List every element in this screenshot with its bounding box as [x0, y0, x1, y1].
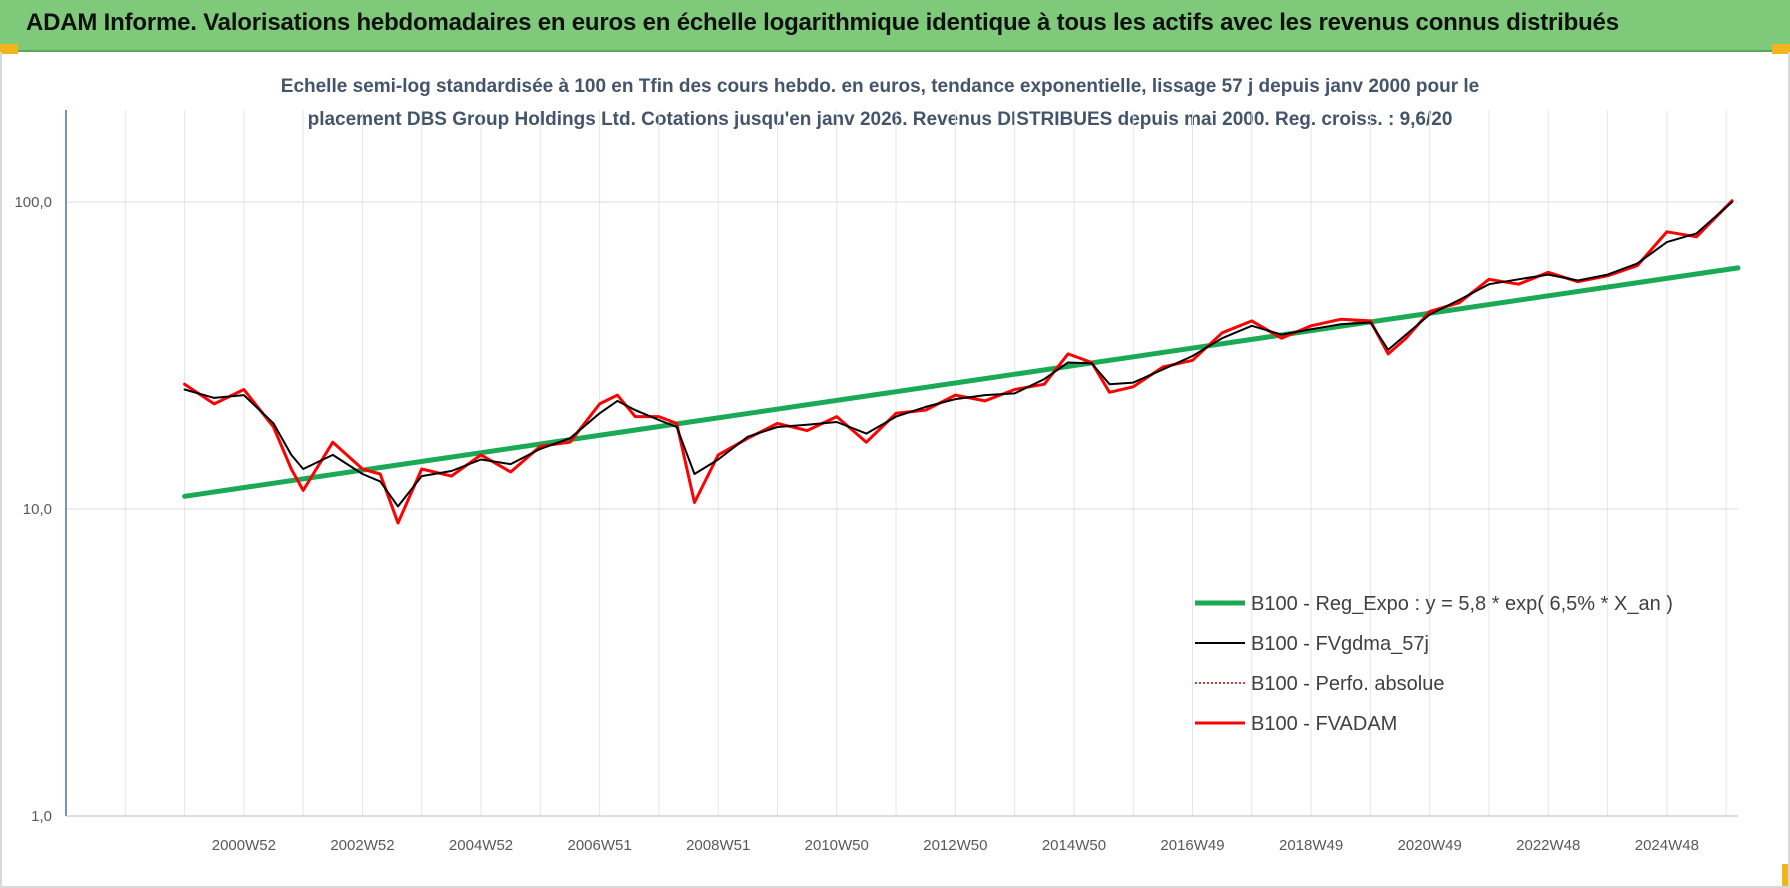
- legend-label: B100 - FVgdma_57j: [1251, 633, 1429, 655]
- x-tick-label: 2008W51: [686, 837, 750, 854]
- x-tick-label: 2024W48: [1635, 837, 1699, 854]
- chart-gridlines: [66, 110, 1738, 816]
- corner-marker-bottom-right: [1782, 864, 1790, 888]
- chart-series: [182, 199, 1741, 525]
- x-tick-label: 2016W49: [1160, 837, 1224, 854]
- x-tick-label: 2000W52: [212, 837, 276, 854]
- y-axis-ticks: 1,0 10,0 100,0: [14, 194, 52, 825]
- x-tick-label: 2010W50: [805, 837, 869, 854]
- banner-title: ADAM Informe. Valorisations hebdomadaire…: [26, 9, 1619, 36]
- chart-axes: [65, 110, 1738, 817]
- x-tick-label: 2018W49: [1279, 837, 1343, 854]
- y-tick-label: 1,0: [31, 808, 52, 825]
- x-tick-label: 2002W52: [330, 837, 394, 854]
- y-tick-label: 100,0: [14, 194, 52, 211]
- x-tick-label: 2020W49: [1398, 837, 1462, 854]
- chart-title-line-1: Echelle semi-log standardisée à 100 en T…: [280, 76, 1480, 97]
- x-tick-label: 2004W52: [449, 837, 513, 854]
- x-axis-ticks: 2000W52 2002W52 2004W52 2006W51 2008W51 2010W…: [212, 837, 1699, 854]
- chart-title-line-2: placement DBS Group Holdings Ltd. Cotati…: [307, 109, 1453, 130]
- legend-label: B100 - Reg_Expo : y = 5,8 * exp( 6,5% * …: [1251, 593, 1673, 615]
- chart-legend: B100 - Reg_Expo : y = 5,8 * exp( 6,5% * …: [1195, 593, 1673, 735]
- legend-label: B100 - Perfo. absolue: [1251, 673, 1444, 695]
- x-tick-label: 2022W48: [1516, 837, 1580, 854]
- corner-marker-left: [0, 44, 18, 54]
- x-tick-label: 2014W50: [1042, 837, 1106, 854]
- chart-frame: [0, 52, 1790, 888]
- x-tick-label: 2006W51: [568, 837, 632, 854]
- smoothed-line: [183, 201, 1734, 508]
- x-tick-label: 2012W50: [923, 837, 987, 854]
- corner-marker-right: [1772, 44, 1790, 54]
- regression-line: [182, 265, 1741, 499]
- y-tick-label: 10,0: [23, 501, 52, 518]
- header-banner: ADAM Informe. Valorisations hebdomadaire…: [0, 0, 1790, 52]
- adam-line: [183, 199, 1734, 525]
- legend-label: B100 - FVADAM: [1251, 713, 1397, 735]
